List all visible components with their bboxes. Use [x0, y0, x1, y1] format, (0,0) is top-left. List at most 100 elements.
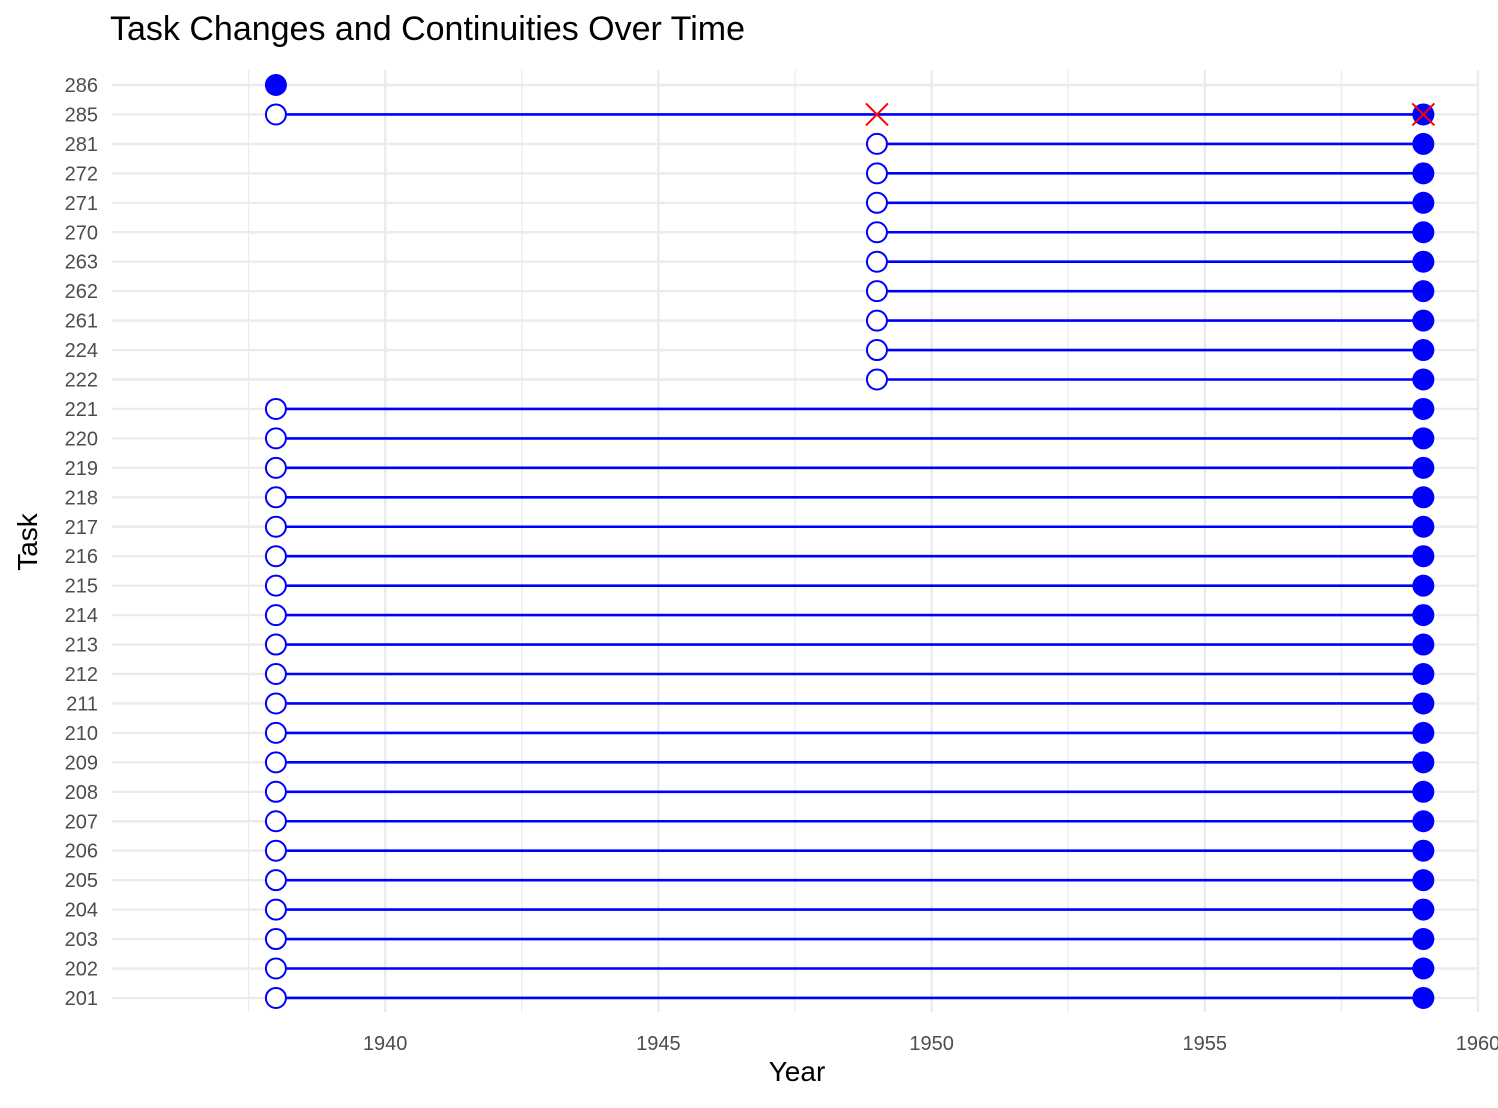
start-point [264, 839, 287, 862]
start-point [264, 545, 287, 568]
marker-layer [264, 74, 1436, 1009]
x-tick-label: 1955 [1183, 1033, 1228, 1055]
y-tick-label: 263 [65, 252, 98, 274]
end-point [1412, 486, 1435, 509]
y-tick-label: 261 [65, 311, 98, 333]
start-point [865, 191, 888, 214]
x-tick-label: 1950 [909, 1033, 954, 1055]
end-point [1412, 280, 1435, 303]
end-point [1412, 368, 1435, 391]
y-tick-label: 262 [65, 281, 98, 303]
end-point [1412, 810, 1435, 833]
start-point [264, 427, 287, 450]
x-axis-title-wrap: Year [0, 1056, 1498, 1088]
end-point [1412, 250, 1435, 273]
start-point [865, 162, 888, 185]
y-tick-label: 212 [65, 664, 98, 686]
start-point [865, 368, 888, 391]
y-tick-label: 203 [65, 929, 98, 951]
y-tick-label: 220 [65, 428, 98, 450]
end-point [1412, 427, 1435, 450]
removed-point [865, 102, 889, 127]
y-tick-label: 207 [65, 811, 98, 833]
end-point [1412, 191, 1435, 214]
end-point [1412, 869, 1435, 892]
y-tick-label: 204 [65, 900, 98, 922]
y-tick-label: 281 [65, 134, 98, 156]
y-tick-label: 224 [65, 340, 98, 362]
start-point [264, 928, 287, 951]
start-point [264, 574, 287, 597]
removed-point-stroke [1411, 102, 1436, 127]
y-tick-label: 215 [65, 576, 98, 598]
end-point [1412, 957, 1435, 980]
y-tick-label: 209 [65, 752, 98, 774]
start-point [264, 663, 287, 685]
x-tick-label: 1960 [1456, 1033, 1498, 1055]
start-point [264, 486, 287, 509]
start-point [264, 869, 287, 892]
y-tick-label: 271 [65, 193, 98, 215]
start-point [865, 309, 888, 332]
start-point [865, 280, 888, 303]
y-tick-label: 272 [65, 163, 98, 185]
start-point [264, 692, 287, 715]
end-point [1412, 928, 1435, 951]
end-point [1412, 721, 1435, 744]
y-tick-label: 221 [65, 399, 98, 421]
x-tick-label: 1945 [636, 1033, 681, 1055]
y-tick-label: 201 [65, 988, 98, 1010]
end-point [1412, 132, 1435, 155]
start-point [865, 250, 888, 273]
end-point [1412, 692, 1435, 715]
grid-layer [112, 70, 1480, 1012]
y-tick-label: 211 [66, 693, 98, 715]
chart-title: Task Changes and Continuities Over Time [110, 10, 745, 48]
x-axis-title: Year [768, 1056, 826, 1087]
y-tick-label: 219 [65, 458, 98, 480]
end-point [1412, 397, 1435, 420]
segment-layer [275, 113, 1424, 1000]
end-point [1412, 309, 1435, 332]
start-point [264, 721, 287, 744]
start-point [264, 604, 287, 627]
start-point [264, 751, 287, 774]
y-tick-label: 206 [65, 841, 98, 863]
y-tick-label: 217 [65, 517, 98, 539]
y-tick-label: 214 [65, 605, 98, 627]
end-point [1412, 456, 1435, 479]
y-tick-label: 216 [65, 546, 98, 568]
start-point [264, 780, 287, 803]
end-point [1412, 986, 1435, 1009]
y-tick-label: 218 [65, 487, 98, 509]
end-point [1412, 339, 1435, 362]
x-tick-label: 1940 [363, 1033, 408, 1055]
y-tick-label: 202 [65, 959, 98, 981]
y-tick-label: 208 [65, 782, 98, 804]
removed-point [1411, 102, 1436, 127]
y-tick-label: 213 [65, 635, 98, 657]
end-point [1412, 780, 1435, 803]
x-tick-labels: 1940 1945 1950 1955 1960 [363, 1033, 1498, 1055]
start-point [264, 986, 287, 1009]
y-tick-label: 270 [65, 222, 98, 244]
end-point [1412, 633, 1435, 656]
end-point [1412, 162, 1435, 185]
end-point [1412, 515, 1435, 538]
start-point [865, 221, 888, 244]
end-point [1412, 221, 1435, 244]
start-point [264, 515, 287, 538]
y-tick-label: 210 [65, 723, 98, 745]
y-tick-label: 222 [65, 370, 98, 392]
end-point [1412, 751, 1435, 774]
end-point [1412, 545, 1435, 568]
start-point [264, 898, 287, 921]
start-point [264, 633, 287, 656]
y-tick-label: 286 [65, 75, 98, 97]
start-point [264, 810, 287, 833]
end-point [1412, 898, 1435, 921]
start-point [264, 456, 287, 479]
end-point [1412, 663, 1435, 685]
start-point [865, 132, 888, 155]
